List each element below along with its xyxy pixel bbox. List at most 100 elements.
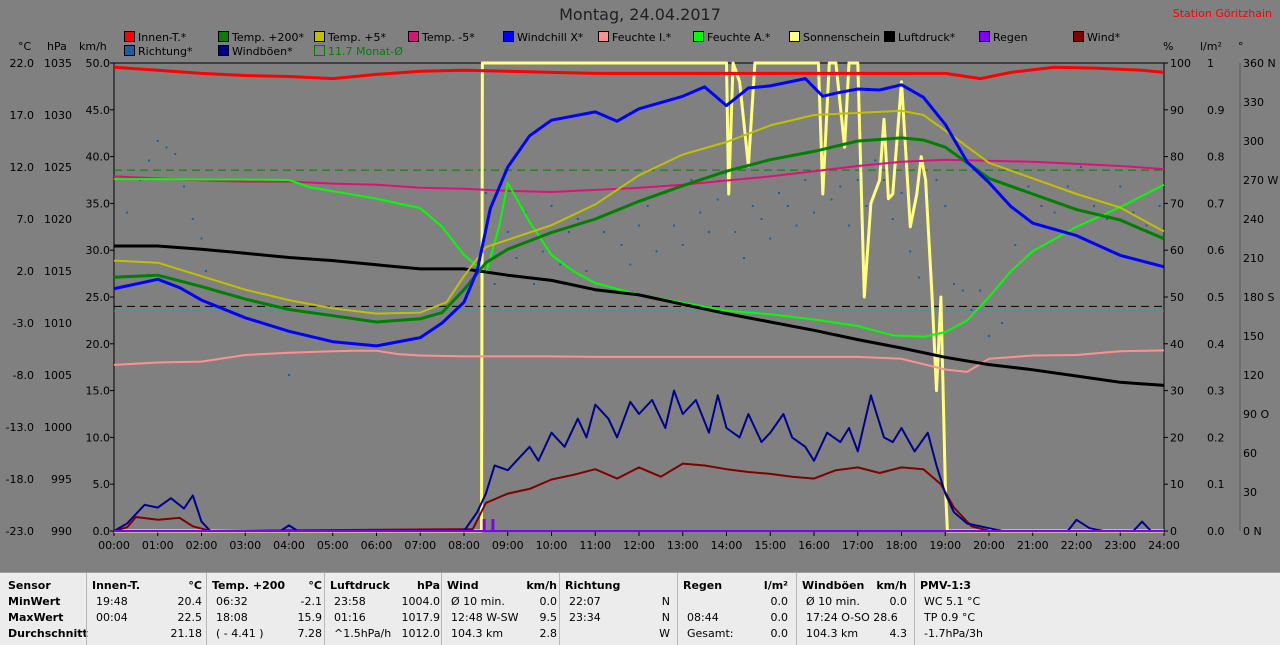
rain-tick-label: 0.4 bbox=[1207, 338, 1225, 351]
direction-point bbox=[734, 231, 737, 233]
x-tick-label: 01:00 bbox=[142, 539, 174, 552]
stat-value: 0.0 bbox=[889, 595, 908, 608]
direction-point bbox=[204, 270, 207, 272]
rain-tick-label: 0.1 bbox=[1207, 478, 1225, 491]
direction-tick-label: 60 bbox=[1243, 447, 1257, 460]
x-tick-label: 16:00 bbox=[798, 539, 830, 552]
humidity-tick-label: 80 bbox=[1170, 151, 1184, 164]
direction-point bbox=[568, 231, 570, 233]
series-line-temp-5 bbox=[113, 109, 1165, 315]
direction-point bbox=[708, 231, 710, 233]
direction-point bbox=[533, 283, 535, 285]
x-tick-label: 14:00 bbox=[711, 539, 743, 552]
column-unit: hPa bbox=[416, 579, 440, 592]
direction-point bbox=[559, 263, 562, 266]
direction-point bbox=[961, 289, 964, 292]
legend-item: Temp. +200* bbox=[218, 31, 304, 44]
x-tick-label: 24:00 bbox=[1148, 539, 1180, 552]
series-line-feuchte-a bbox=[114, 178, 1165, 338]
stat-value: -2.1 bbox=[300, 595, 322, 608]
column-header: Windböen bbox=[802, 579, 865, 592]
legend-swatch bbox=[693, 31, 704, 42]
column-divider bbox=[559, 573, 560, 645]
column-divider bbox=[441, 573, 442, 645]
pressure-tick-label: 1010 bbox=[44, 317, 72, 330]
direction-point bbox=[165, 146, 168, 149]
direction-point bbox=[760, 218, 763, 220]
legend-item: Sonnenschein bbox=[789, 31, 880, 44]
direction-point bbox=[795, 224, 798, 227]
direction-point bbox=[681, 244, 684, 246]
direction-tick-label: 30 bbox=[1243, 486, 1257, 499]
direction-point bbox=[988, 335, 990, 337]
direction-point bbox=[1066, 185, 1069, 188]
stat-time: ^1.5hPa/h bbox=[334, 627, 392, 640]
humidity-tick-label: 100 bbox=[1170, 57, 1191, 70]
wind-tick-label: 25.0 bbox=[86, 291, 111, 304]
x-tick-label: 13:00 bbox=[667, 539, 699, 552]
legend-swatch bbox=[979, 31, 990, 42]
stat-time: 17:24 O-SO 28.6 bbox=[806, 611, 898, 624]
direction-point bbox=[506, 231, 509, 233]
hpa-axis-unit: hPa bbox=[47, 40, 67, 53]
direction-point bbox=[484, 192, 487, 194]
direction-point bbox=[804, 179, 807, 181]
legend-item: Regen bbox=[979, 31, 1028, 44]
legend-item: Windböen* bbox=[218, 45, 293, 58]
stat-time: 104.3 km bbox=[806, 627, 859, 640]
x-tick-label: 00:00 bbox=[98, 539, 130, 552]
column-divider bbox=[796, 573, 797, 645]
wind-tick-label: 35.0 bbox=[86, 197, 111, 210]
stat-time: 08:44 bbox=[687, 611, 719, 624]
legend-swatch bbox=[314, 45, 325, 56]
direction-point bbox=[883, 179, 885, 181]
wind-tick-label: 20.0 bbox=[86, 338, 111, 351]
pressure-tick-label: 1030 bbox=[44, 109, 72, 122]
stat-value: 7.28 bbox=[297, 627, 323, 640]
stat-time: 18:08 bbox=[216, 611, 248, 624]
legend-item: 11.7 Monat-Ø bbox=[314, 45, 403, 58]
wind-tick-label: 30.0 bbox=[86, 244, 111, 257]
stat-time: -1.7hPa/3h bbox=[924, 627, 983, 640]
stat-value: 22.5 bbox=[177, 611, 203, 624]
direction-point bbox=[1119, 185, 1122, 188]
direction-point bbox=[909, 250, 912, 253]
direction-point bbox=[585, 270, 588, 272]
x-tick-label: 12:00 bbox=[623, 539, 655, 552]
legend-label: Luftdruck* bbox=[898, 31, 956, 44]
column-header: Innen-T. bbox=[92, 579, 141, 592]
rain-tick-label: 0.9 bbox=[1207, 104, 1225, 117]
column-divider bbox=[86, 573, 87, 645]
direction-point bbox=[918, 276, 920, 279]
direction-point bbox=[751, 205, 754, 207]
humidity-tick-label: 20 bbox=[1170, 431, 1184, 444]
direction-point bbox=[493, 283, 496, 285]
direction-point bbox=[944, 205, 947, 207]
column-header: Regen bbox=[683, 579, 723, 592]
column-header: Luftdruck bbox=[330, 579, 390, 592]
direction-point bbox=[1053, 211, 1056, 214]
legend-swatch bbox=[598, 31, 609, 42]
chart-title: Montag, 24.04.2017 bbox=[559, 5, 721, 24]
rain-tick-label: 1 bbox=[1207, 57, 1214, 70]
x-tick-label: 19:00 bbox=[929, 539, 961, 552]
stat-value: N bbox=[661, 611, 670, 624]
rain-tick-label: 0.6 bbox=[1207, 244, 1225, 257]
rain-tick-label: 0.5 bbox=[1207, 291, 1225, 304]
direction-point bbox=[126, 211, 129, 214]
legend-label: Feuchte I.* bbox=[612, 31, 672, 44]
stat-time: 19:48 bbox=[96, 595, 128, 608]
direction-tick-label: 90 O bbox=[1243, 408, 1269, 421]
direction-point bbox=[1106, 218, 1109, 220]
direction-point bbox=[743, 257, 745, 259]
stat-time: Ø 10 min. bbox=[451, 595, 505, 608]
temperature-tick-label: -23.0 bbox=[6, 525, 34, 538]
temperature-tick-label: 12.0 bbox=[10, 161, 35, 174]
direction-point bbox=[1079, 166, 1082, 168]
series-line-feuchte-i bbox=[113, 349, 1165, 373]
legend-swatch bbox=[124, 45, 135, 56]
x-tick-label: 21:00 bbox=[1017, 539, 1049, 552]
direction-point bbox=[174, 153, 177, 155]
temperature-tick-label: 2.0 bbox=[17, 265, 35, 278]
legend-swatch bbox=[503, 31, 514, 42]
